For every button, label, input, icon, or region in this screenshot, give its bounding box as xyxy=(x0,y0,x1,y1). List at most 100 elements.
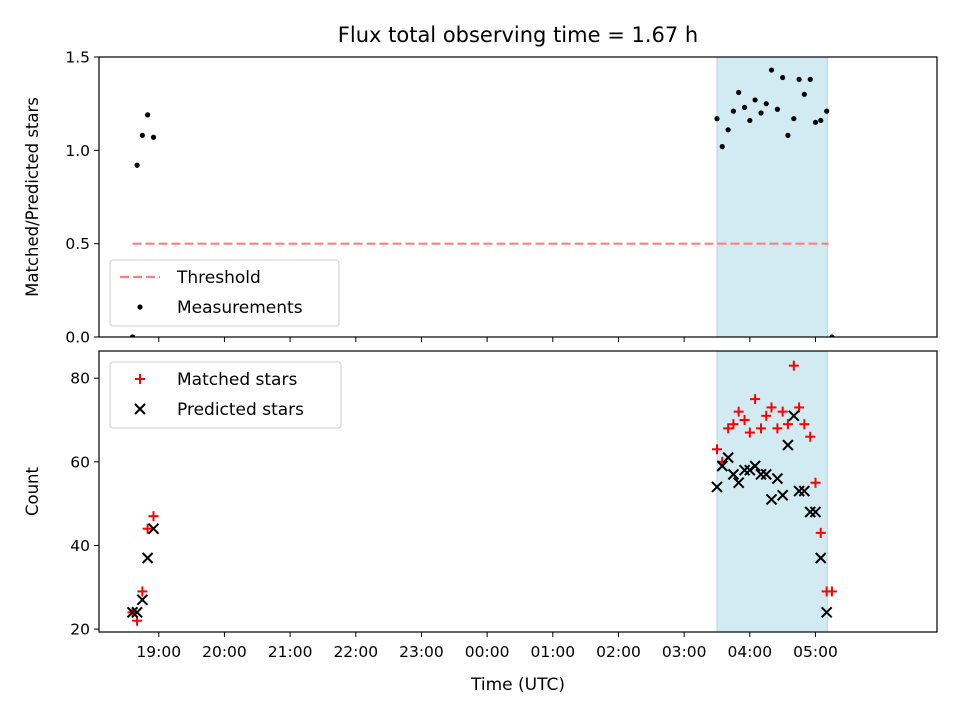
predicted-star-point xyxy=(136,594,149,606)
measurement-point xyxy=(774,106,781,112)
matched-star-point xyxy=(711,444,722,455)
observing-window-shade xyxy=(716,350,828,633)
matched-star-point xyxy=(739,414,750,425)
y-tick-label: 0.5 xyxy=(65,235,90,253)
measurement-point xyxy=(730,108,737,114)
measurement-point xyxy=(150,134,157,140)
y-tick-label: 60 xyxy=(70,453,90,471)
measurement-point xyxy=(768,67,775,73)
marker-stroke xyxy=(126,606,139,619)
matched-star-point xyxy=(728,419,739,430)
marker-stroke xyxy=(809,506,822,518)
predicted-star-point xyxy=(749,460,761,472)
matched-star-point xyxy=(805,431,816,442)
predicted-star-point xyxy=(722,451,734,464)
legend-label: Threshold xyxy=(176,268,261,288)
marker-stroke xyxy=(749,460,761,472)
matched-star-point xyxy=(810,477,821,488)
matched-star-point xyxy=(826,586,837,597)
matched-star-point xyxy=(815,527,826,538)
predicted-star-point xyxy=(147,523,160,535)
measurement-point xyxy=(785,132,791,138)
y-axis-label: Count xyxy=(23,466,42,516)
x-axis-label: Time (UTC) xyxy=(470,675,565,695)
measurement-point xyxy=(719,144,725,150)
marker-stroke xyxy=(815,552,827,564)
predicted-star-point xyxy=(820,606,833,619)
measurement-point xyxy=(780,74,786,81)
measurement-point xyxy=(144,112,151,118)
marker-stroke xyxy=(131,606,143,619)
predicted-star-point xyxy=(815,552,827,564)
x-tick-label: 01:00 xyxy=(530,643,575,661)
predicted-star-point xyxy=(141,552,154,564)
marker-stroke xyxy=(798,485,811,497)
data-layer xyxy=(129,67,835,337)
matched-star-point xyxy=(799,419,810,430)
measurement-point xyxy=(829,334,835,337)
predicted-star-point xyxy=(760,468,772,481)
marker-stroke xyxy=(147,523,160,535)
marker-stroke xyxy=(722,451,734,464)
y-tick-label: 1.5 xyxy=(65,49,90,67)
measurement-point xyxy=(725,127,731,133)
matched-star-point xyxy=(766,402,777,413)
marker-stroke xyxy=(765,493,778,506)
measurement-point xyxy=(791,116,797,122)
predicted-star-point xyxy=(788,410,800,422)
predicted-star-point xyxy=(765,493,778,506)
marker-stroke xyxy=(732,477,745,489)
predicted-star-point xyxy=(727,468,740,481)
predicted-star-point xyxy=(798,485,811,497)
predicted-star-point xyxy=(809,506,822,518)
legend-label: Measurements xyxy=(177,298,303,318)
measurement-point xyxy=(747,117,753,124)
x-tick-label: 19:00 xyxy=(136,643,181,661)
observing-window-shade xyxy=(716,56,828,338)
chart-title: Flux total observing time = 1.67 h xyxy=(338,23,698,47)
measurement-point xyxy=(807,76,813,82)
marker-stroke xyxy=(141,552,154,564)
marker-stroke xyxy=(776,489,789,501)
y-tick-label: 20 xyxy=(70,621,90,639)
matched-star-point xyxy=(744,427,755,438)
marker-stroke xyxy=(788,410,800,422)
ratio-panel: 0.0 0.5 1.0 1.5 Matched/Predicted stars Thres… xyxy=(23,49,938,347)
marker-stroke xyxy=(760,468,772,481)
legend-box xyxy=(109,259,340,327)
legend-box xyxy=(109,361,342,429)
x-tick-label: 04:00 xyxy=(727,643,772,661)
predicted-star-point xyxy=(126,606,139,619)
marker-stroke xyxy=(820,606,833,619)
matched-star-point xyxy=(782,419,793,430)
matched-star-point xyxy=(772,423,783,434)
predicted-star-point xyxy=(131,606,143,619)
legend-predicted-marker xyxy=(134,403,146,415)
marker-stroke xyxy=(716,460,728,472)
y-tick-label: 0.0 xyxy=(65,329,90,347)
legend-label: Predicted stars xyxy=(177,400,304,420)
y-tick-label: 40 xyxy=(70,537,90,555)
legend: Matched stars Predicted stars xyxy=(109,361,342,429)
count-panel: 19:00 20:00 21:00 22:00 23:00 00:00 01:00 02:00… xyxy=(23,350,938,661)
matched-star-point xyxy=(142,523,153,534)
predicted-star-point xyxy=(782,439,794,451)
x-tick-label: 05:00 xyxy=(793,643,838,661)
matched-star-point xyxy=(761,410,772,421)
y-tick-label: 80 xyxy=(70,370,90,388)
marker-stroke xyxy=(711,481,723,493)
x-tick-label: 23:00 xyxy=(399,643,444,661)
marker-stroke xyxy=(136,594,149,606)
measurement-point xyxy=(758,110,764,116)
matched-star-point xyxy=(755,423,766,434)
measurement-point xyxy=(801,91,807,97)
measurement-point xyxy=(796,76,802,82)
x-tick-label: 00:00 xyxy=(465,643,510,661)
measurement-point xyxy=(818,117,824,124)
x-tick-label: 21:00 xyxy=(268,643,313,661)
data-layer xyxy=(126,360,837,626)
measurement-point xyxy=(763,101,769,107)
matched-star-point xyxy=(794,402,805,413)
y-tick-label: 1.0 xyxy=(65,142,90,160)
